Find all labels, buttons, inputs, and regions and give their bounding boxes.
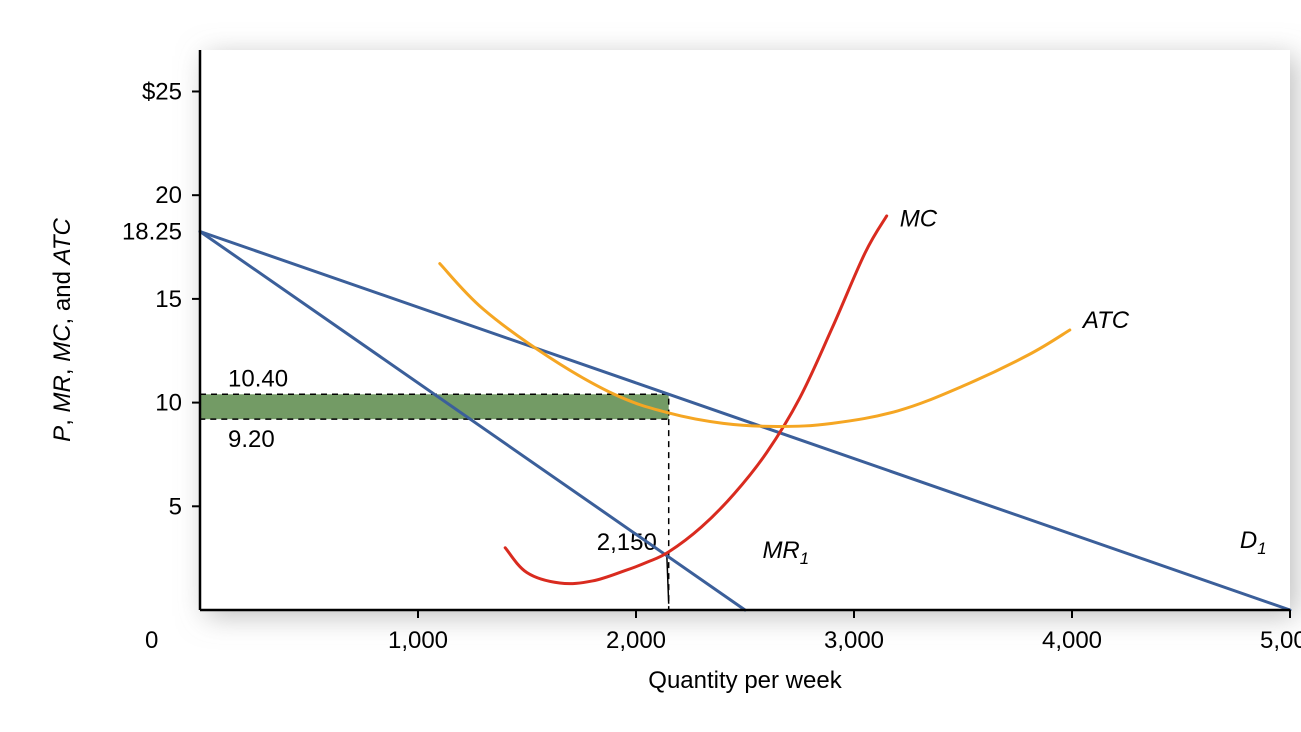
y-tick-label: $25 — [142, 78, 182, 105]
x-tick-label: 5,000 — [1260, 627, 1301, 654]
profit-top-label: 10.40 — [228, 365, 288, 392]
profit-bottom-label: 9.20 — [228, 426, 275, 453]
econ-cost-chart: 10.409.202,150MCATCD1MR101,0002,0003,000… — [20, 20, 1301, 712]
y-tick-label: 5 — [169, 493, 182, 520]
curve-label-atc: ATC — [1081, 307, 1130, 334]
y-tick-label: 10 — [155, 390, 182, 417]
y-tick-label: 15 — [155, 286, 182, 313]
x-tick-label: 4,000 — [1042, 627, 1102, 654]
x-tick-label: 3,000 — [824, 627, 884, 654]
y-tick-label: 20 — [155, 182, 182, 209]
profit-rect — [200, 394, 669, 419]
y-axis-title: P, MR, MC, and ATC — [49, 218, 76, 442]
x-axis-title: Quantity per week — [648, 667, 842, 694]
curve-label-mc: MC — [900, 205, 938, 232]
x-tick-label: 1,000 — [388, 627, 448, 654]
y-extra-label: 18.25 — [122, 218, 182, 245]
x-tick-label: 2,000 — [606, 627, 666, 654]
chart-svg: 10.409.202,150MCATCD1MR101,0002,0003,000… — [20, 20, 1301, 712]
x-tick-label: 0 — [145, 627, 158, 654]
